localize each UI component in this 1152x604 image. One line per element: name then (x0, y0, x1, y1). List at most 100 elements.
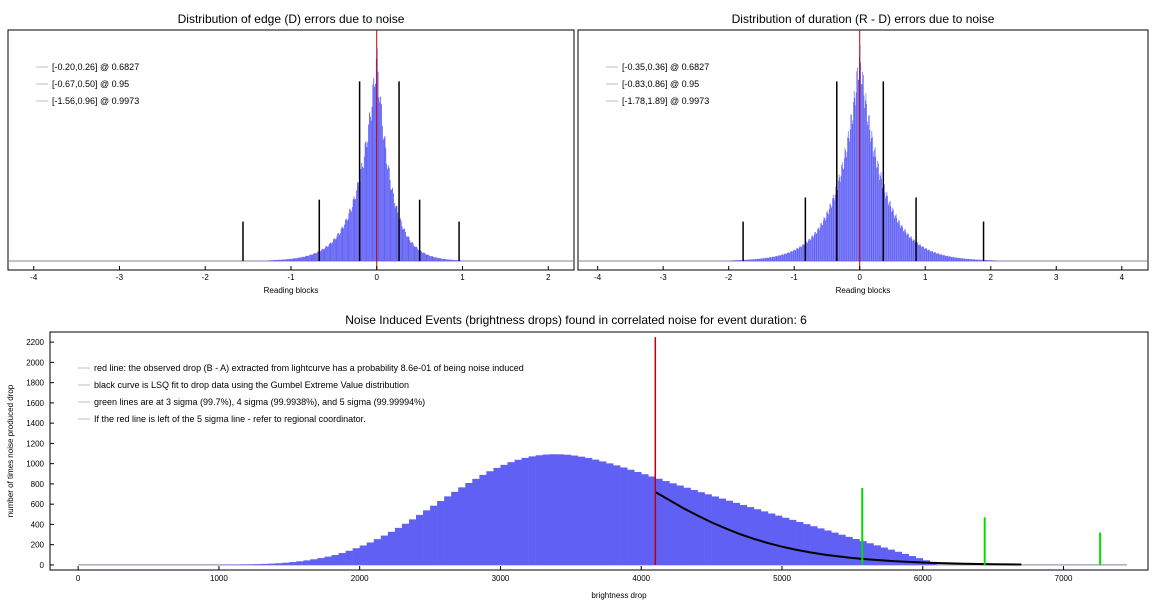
chart2-bar (819, 227, 821, 261)
chart1-bar (363, 167, 364, 261)
chart2-bar (954, 257, 956, 261)
chart1-bar (309, 254, 311, 261)
chart1-bar (303, 256, 305, 261)
chart2-bar (964, 258, 966, 261)
chart1-bar (436, 257, 438, 261)
chart3-bar (352, 548, 360, 565)
chart1-bar (301, 257, 303, 261)
chart1-bar (270, 260, 272, 261)
chart3-y-tick-label: 400 (31, 520, 45, 529)
chart2-bar (835, 186, 837, 261)
chart3-bar (275, 563, 283, 565)
chart2-bar (820, 223, 822, 261)
chart3-bar (803, 524, 811, 565)
chart1-bar (435, 257, 437, 261)
chart2-histogram (730, 45, 996, 262)
chart1-bar (392, 187, 394, 261)
chart2-bar (971, 259, 972, 261)
chart3-bar (380, 535, 389, 565)
chart3-legend-entry: black curve is LSQ fit to drop data usin… (94, 380, 409, 390)
chart2-bar (870, 141, 871, 261)
chart3-bar (627, 469, 635, 565)
chart1-legend-entry: [-1.56,0.96] @ 0.9973 (52, 96, 139, 106)
chart2-bar (756, 258, 758, 261)
chart1-bar (402, 229, 404, 261)
chart2-bar (868, 115, 869, 261)
chart2-bar (879, 180, 881, 261)
chart2-x-tick-label: 1 (923, 273, 928, 282)
chart2-bar (977, 259, 978, 261)
chart1-bar (381, 125, 383, 262)
chart2-bar (933, 252, 935, 261)
chart3-bar (810, 526, 818, 565)
chart1-bar (390, 189, 392, 261)
chart1-bar (296, 258, 298, 261)
chart2-bar (914, 242, 916, 261)
chart2-bar (886, 192, 888, 261)
chart2-bar (838, 174, 840, 261)
chart2-bar (828, 214, 829, 261)
chart2-bar (876, 167, 878, 261)
chart2-bar (823, 216, 825, 261)
chart2-bar (753, 259, 755, 261)
chart2-bar (778, 255, 780, 261)
chart3-bar (268, 563, 276, 565)
chart2-bar (936, 253, 938, 261)
chart2-bar (784, 253, 786, 261)
chart3-bar (767, 513, 776, 565)
chart2-bar (788, 252, 790, 261)
chart2-bar (769, 257, 771, 261)
chart2-bar (772, 256, 774, 261)
chart1-bar (331, 243, 333, 261)
chart1-title: Distribution of edge (D) errors due to n… (177, 12, 405, 26)
chart2-bar (849, 129, 851, 261)
chart1-bar (430, 256, 432, 261)
chart2-bar (770, 257, 772, 261)
chart1-bar (314, 252, 316, 261)
chart1-bar (367, 142, 369, 261)
chart2-bar (825, 220, 826, 261)
chart3-legend-entry: red line: the observed drop (B - A) extr… (94, 363, 524, 373)
chart1-bar (357, 182, 359, 261)
chart2-bar (911, 238, 913, 261)
chart1-bar (397, 212, 399, 261)
chart2-bar (737, 260, 739, 261)
chart2-bar (956, 257, 957, 261)
chart3-bar (746, 507, 755, 565)
chart1-bar (428, 254, 430, 261)
chart3-bar (648, 476, 656, 565)
chart2-bar (992, 260, 993, 261)
chart3-bar (493, 467, 501, 565)
chart3-bar (866, 543, 874, 565)
chart2-bar (815, 232, 816, 261)
chart3-bar (444, 496, 452, 565)
chart2-bar (847, 131, 849, 261)
chart2-bar (733, 260, 735, 261)
chart3-bar (760, 511, 769, 565)
chart2-bar (792, 250, 794, 261)
chart1-bar (384, 136, 386, 261)
chart3-bar (254, 564, 262, 565)
chart1-bar (456, 260, 458, 261)
chart2-x-tick-label: -3 (660, 273, 668, 282)
chart1-bar (381, 104, 382, 261)
chart2-bar (897, 222, 898, 261)
chart3-bar (373, 539, 382, 565)
chart1-bar (405, 231, 406, 261)
chart2-bar (910, 236, 911, 261)
chart2-bar (969, 259, 971, 261)
chart1-bar (449, 259, 451, 261)
chart2-bar (732, 260, 734, 261)
chart2-bar (923, 248, 925, 261)
chart2-bar (806, 242, 808, 261)
chart2-bar (866, 104, 867, 261)
chart2-bar (745, 259, 746, 261)
chart2-bar (912, 240, 914, 261)
chart3-bar (732, 502, 741, 565)
chart3-bar (690, 489, 698, 565)
chart2-bar (931, 251, 932, 261)
chart2-bar (908, 234, 909, 261)
chart2-bar (906, 234, 908, 261)
chart1-bar (434, 257, 436, 261)
chart1-bar (355, 198, 357, 261)
